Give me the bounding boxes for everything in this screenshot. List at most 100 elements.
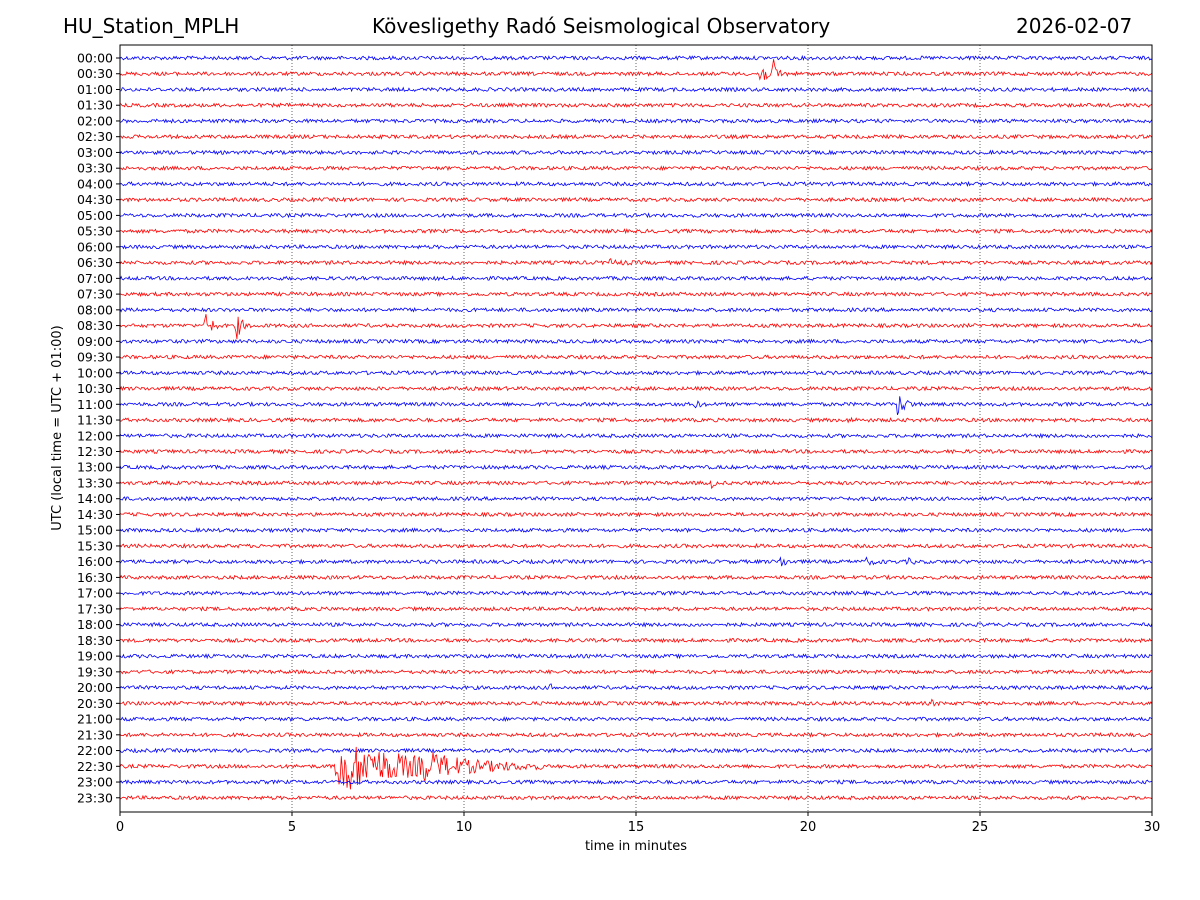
- trace-1700: [119, 590, 1153, 597]
- trace-0830: [119, 314, 1153, 340]
- y-tick-label: 09:30: [77, 350, 113, 365]
- trace-0130: [119, 102, 1153, 109]
- y-tick-label: 16:00: [77, 554, 113, 569]
- y-tick-label: 14:30: [77, 507, 113, 522]
- y-tick-label: 15:30: [77, 538, 113, 553]
- y-tick-label: 12:00: [77, 428, 113, 443]
- y-tick-label: 08:30: [77, 318, 113, 333]
- trace-0000: [119, 54, 1153, 61]
- y-tick-label: 23:00: [77, 775, 113, 790]
- y-tick-label: 01:30: [77, 98, 113, 113]
- y-tick-label: 04:30: [77, 192, 113, 207]
- y-tick-label: 09:00: [77, 334, 113, 349]
- y-tick-label: 17:00: [77, 586, 113, 601]
- y-tick-label: 02:00: [77, 113, 113, 128]
- y-tick-label: 11:00: [77, 397, 113, 412]
- y-tick-label: 21:00: [77, 712, 113, 727]
- trace-layer: [119, 54, 1153, 801]
- y-tick-label: 03:30: [77, 161, 113, 176]
- y-tick-label: 16:30: [77, 570, 113, 585]
- y-tick-label: 18:00: [77, 617, 113, 632]
- trace-0630: [119, 257, 1153, 266]
- trace-1030: [119, 385, 1153, 392]
- trace-0300: [119, 149, 1153, 156]
- trace-1130: [119, 416, 1153, 424]
- trace-0430: [119, 196, 1153, 203]
- trace-0930: [119, 354, 1153, 361]
- y-tick-label: 12:30: [77, 444, 113, 459]
- y-tick-label: 07:00: [77, 271, 113, 286]
- y-tick-label: 08:00: [77, 302, 113, 317]
- trace-1430: [119, 511, 1153, 518]
- x-tick-label: 20: [800, 820, 817, 835]
- y-tick-label: 05:30: [77, 224, 113, 239]
- trace-1500: [119, 527, 1153, 534]
- trace-2330: [119, 794, 1153, 801]
- trace-0700: [119, 275, 1153, 282]
- x-tick-label: 15: [628, 820, 645, 835]
- trace-0030: [119, 59, 1153, 81]
- trace-2100: [119, 716, 1153, 723]
- x-tick-label: 30: [1144, 820, 1161, 835]
- y-tick-label: 11:30: [77, 413, 113, 428]
- y-tick-label: 03:00: [77, 145, 113, 160]
- trace-1230: [119, 448, 1153, 455]
- x-axis: 0 5 10 15 20 25 30: [116, 812, 1160, 835]
- y-axis-label: UTC (local time = UTC + 01:00): [50, 325, 65, 530]
- y-tick-label: 20:00: [77, 680, 113, 695]
- x-tick-label: 0: [116, 820, 124, 835]
- trace-2300: [119, 778, 1153, 786]
- y-tick-label: 14:00: [77, 491, 113, 506]
- trace-0800: [119, 306, 1153, 313]
- trace-2030: [119, 698, 1153, 707]
- y-tick-label: 05:00: [77, 208, 113, 223]
- trace-0730: [119, 291, 1153, 298]
- y-tick-label: 04:00: [77, 176, 113, 191]
- trace-2130: [119, 731, 1153, 738]
- y-tick-label: 01:00: [77, 82, 113, 97]
- y-tick-label: 10:00: [77, 365, 113, 380]
- trace-0600: [119, 243, 1153, 250]
- trace-0100: [119, 86, 1153, 93]
- y-tick-label: 10:30: [77, 381, 113, 396]
- trace-1100: [119, 396, 1153, 415]
- trace-1600: [119, 556, 1153, 567]
- trace-2000: [119, 683, 1153, 691]
- observatory-title: Kövesligethy Radó Seismological Observat…: [372, 14, 831, 38]
- y-tick-label: 18:30: [77, 633, 113, 648]
- y-tick-label: 13:00: [77, 460, 113, 475]
- y-tick-label: 02:30: [77, 129, 113, 144]
- trace-0500: [119, 212, 1153, 219]
- y-tick-label: 21:30: [77, 727, 113, 742]
- y-tick-label: 00:30: [77, 66, 113, 81]
- trace-2230: [119, 746, 1153, 790]
- y-tick-label: 07:30: [77, 287, 113, 302]
- y-tick-label: 22:00: [77, 743, 113, 758]
- station-name: HU_Station_MPLH: [63, 14, 240, 38]
- trace-1900: [119, 653, 1153, 660]
- x-tick-label: 5: [288, 820, 296, 835]
- y-axis: 00:0000:3001:0001:3002:0002:3003:0003:30…: [77, 51, 120, 805]
- y-tick-label: 06:00: [77, 239, 113, 254]
- trace-1400: [119, 495, 1153, 502]
- trace-1000: [119, 369, 1153, 376]
- trace-1730: [119, 605, 1153, 612]
- trace-0330: [119, 165, 1153, 172]
- trace-0400: [119, 180, 1153, 187]
- date-label: 2026-02-07: [1016, 14, 1133, 38]
- x-tick-label: 25: [972, 820, 989, 835]
- trace-1200: [119, 432, 1153, 439]
- y-tick-label: 23:30: [77, 790, 113, 805]
- trace-1930: [119, 668, 1153, 675]
- y-tick-label: 19:00: [77, 649, 113, 664]
- trace-0230: [119, 133, 1153, 140]
- trace-2200: [119, 747, 1153, 754]
- trace-0200: [119, 118, 1153, 124]
- trace-1800: [119, 621, 1153, 628]
- y-tick-label: 13:30: [77, 475, 113, 490]
- y-tick-label: 00:00: [77, 51, 113, 66]
- y-tick-label: 19:30: [77, 664, 113, 679]
- trace-1330: [119, 480, 1153, 490]
- x-tick-label: 10: [456, 820, 473, 835]
